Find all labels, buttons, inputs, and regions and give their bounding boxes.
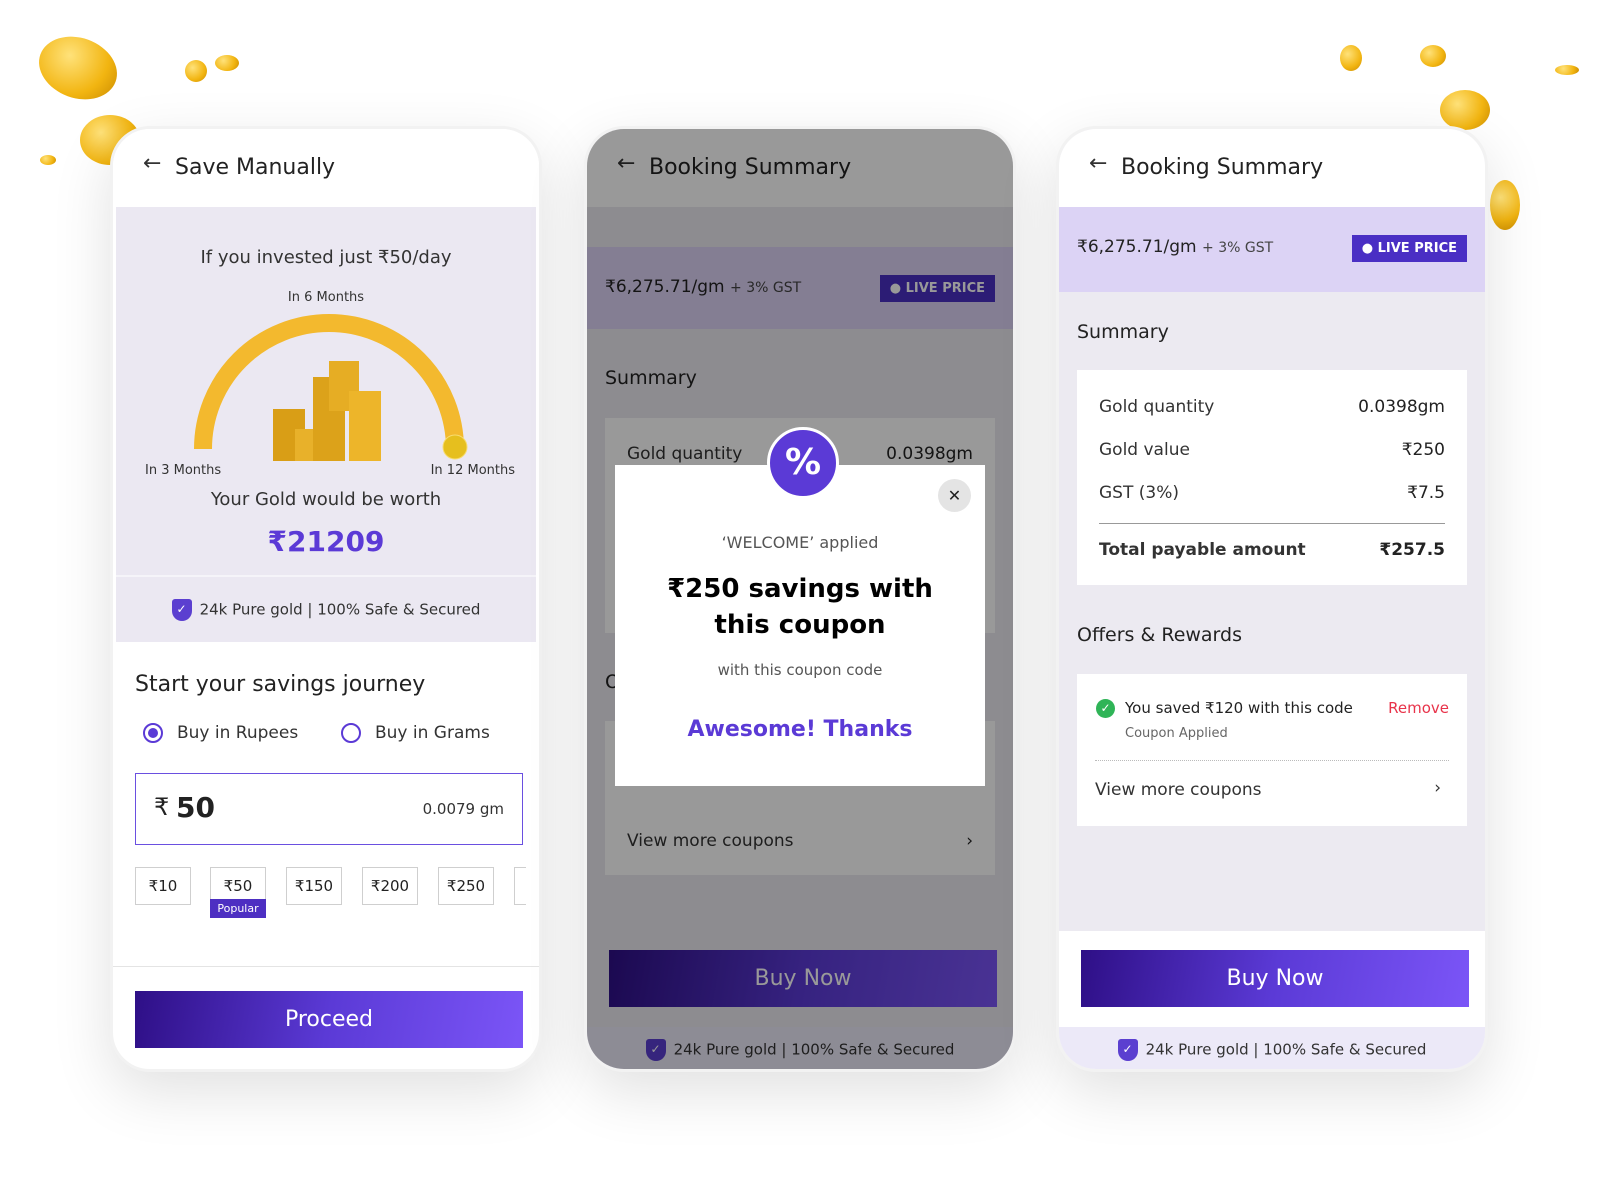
shield-check-icon: ✓ [171, 599, 192, 621]
radio-label: Buy in Grams [375, 723, 490, 743]
shield-check-icon: ✓ [645, 1039, 666, 1061]
savings-headline: ₹250 savings with this coupon [667, 574, 933, 640]
live-price-badge: ● LIVE PRICE [879, 275, 995, 302]
radio-selected-icon [143, 723, 163, 743]
summary-row: Gold quantity 0.0398gm [1099, 397, 1445, 417]
radio-buy-in-grams[interactable]: Buy in Grams [341, 723, 490, 743]
summary-row: Gold value ₹250 [1099, 440, 1445, 460]
divider [116, 575, 536, 577]
buy-now-button[interactable]: Buy Now [1081, 950, 1469, 1007]
gold-coin-decoration [40, 155, 56, 165]
trust-text: 24k Pure gold | 100% Safe & Secured [1145, 1040, 1427, 1059]
price-bar: ₹6,275.71/gm + 3% GST ● LIVE PRICE [587, 247, 1013, 329]
trust-text: 24k Pure gold | 100% Safe & Secured [673, 1040, 955, 1059]
radio-unselected-icon [341, 723, 361, 743]
summary-row: GST (3%) ₹7.5 [1099, 483, 1445, 503]
back-arrow-icon[interactable]: ← [617, 151, 636, 176]
radio-buy-in-rupees[interactable]: Buy in Rupees [143, 723, 298, 743]
gold-coin-decoration [1340, 45, 1362, 71]
total-row: Total payable amount ₹257.5 [1099, 540, 1445, 560]
amount-chip[interactable]: ₹200 [362, 867, 418, 905]
booking-summary-screen: ← Booking Summary ₹6,275.71/gm + 3% GST … [1056, 126, 1488, 1072]
gauge-arc [194, 314, 464, 450]
page-title: Save Manually [175, 155, 336, 180]
radio-label: Buy in Rupees [177, 723, 299, 743]
gauge-left-label: In 3 Months [145, 463, 222, 478]
gold-price: ₹6,275.71/gm + 3% GST [605, 277, 802, 297]
coupon-box: ✓ You saved ₹120 with this code Coupon A… [1077, 674, 1467, 826]
header: ← Booking Summary [1059, 129, 1485, 207]
coupon-applied-text: ‘WELCOME’ applied [721, 533, 879, 552]
popular-badge: Popular [210, 899, 266, 918]
view-more-coupons[interactable]: View more coupons › [1095, 778, 1441, 800]
trust-line: ✓ 24k Pure gold | 100% Safe & Secured [587, 1039, 1013, 1061]
trust-line: ✓ 24k Pure gold | 100% Safe & Secured [1059, 1039, 1485, 1061]
divider [1099, 523, 1445, 524]
view-more-coupons[interactable]: View more coupons › [627, 831, 973, 851]
gold-coin-decoration [1440, 90, 1490, 130]
header: ← Booking Summary [587, 129, 1013, 207]
gold-coin-decoration [215, 55, 239, 71]
gold-coin-decoration [30, 26, 126, 110]
worth-value: ₹21209 [267, 525, 385, 558]
amount-chip-partial[interactable] [514, 867, 526, 905]
coupon-saved-text: You saved ₹120 with this code [1125, 699, 1353, 717]
page-title: Booking Summary [649, 155, 852, 180]
chevron-right-icon: › [966, 831, 973, 851]
shield-check-icon: ✓ [1117, 1039, 1138, 1061]
proceed-button[interactable]: Proceed [135, 991, 523, 1048]
amount-grams: 0.0079 gm [422, 800, 504, 818]
amount-chip[interactable]: ₹250 [438, 867, 494, 905]
dotted-divider [1095, 760, 1449, 761]
currency-symbol: ₹ [154, 793, 170, 821]
summary-box [1077, 370, 1467, 585]
worth-label: Your Gold would be worth [210, 489, 442, 510]
amount-chip[interactable]: ₹150 [286, 867, 342, 905]
back-arrow-icon[interactable]: ← [143, 151, 162, 176]
gold-coin-decoration [185, 60, 207, 82]
gold-coin-decoration [1420, 45, 1446, 67]
close-button[interactable]: ✕ [938, 479, 971, 512]
invest-text: If you invested just ₹50/day [200, 247, 452, 268]
coupon-modal: ✕ ‘WELCOME’ applied ₹250 savings with th… [615, 465, 985, 786]
gold-coin-decoration [1490, 180, 1520, 230]
divider [113, 966, 539, 967]
gauge-handle [442, 434, 468, 460]
booking-summary-modal-screen: ← Booking Summary ₹6,275.71/gm + 3% GST … [584, 126, 1016, 1072]
price-bar: ₹6,275.71/gm + 3% GST ● LIVE PRICE [1059, 207, 1485, 292]
gauge [194, 314, 468, 461]
section-title: Start your savings journey [135, 672, 426, 697]
coupon-sub-text: with this coupon code [717, 661, 883, 679]
gold-coin-stacks-icon [273, 361, 381, 461]
save-manually-screen: ← Save Manually If you invested just ₹50… [110, 126, 542, 1072]
live-price-badge: ● LIVE PRICE [1351, 235, 1467, 262]
gauge-right-label: In 12 Months [430, 463, 515, 478]
amount-chip[interactable]: ₹10 [135, 867, 191, 905]
coupon-status: Coupon Applied [1125, 726, 1228, 741]
awesome-thanks-button[interactable]: Awesome! Thanks [687, 717, 913, 742]
check-circle-icon: ✓ [1096, 699, 1115, 718]
summary-title: Summary [605, 367, 697, 389]
amount-value: 50 [176, 791, 215, 824]
gold-price: ₹6,275.71/gm + 3% GST [1077, 237, 1274, 257]
amount-input[interactable]: ₹ 50 0.0079 gm [135, 773, 523, 845]
trust-text: 24k Pure gold | 100% Safe & Secured [199, 600, 481, 619]
remove-coupon-link[interactable]: Remove [1388, 699, 1449, 717]
gauge-top-label: In 6 Months [287, 290, 365, 305]
summary-title: Summary [1077, 321, 1169, 343]
header: ← Save Manually [113, 129, 539, 207]
gold-coin-decoration [1555, 65, 1579, 75]
chevron-right-icon: › [1434, 778, 1441, 798]
discount-badge-icon: % [767, 427, 839, 499]
page-title: Booking Summary [1121, 155, 1324, 180]
offers-title: Offers & Rewards [1077, 624, 1242, 646]
buy-now-button[interactable]: Buy Now [609, 950, 997, 1007]
trust-line: ✓ 24k Pure gold | 100% Safe & Secured [113, 599, 539, 621]
summary-row: Gold quantity 0.0398gm [627, 444, 973, 464]
back-arrow-icon[interactable]: ← [1089, 151, 1108, 176]
amount-chip[interactable]: ₹50 [210, 867, 266, 905]
